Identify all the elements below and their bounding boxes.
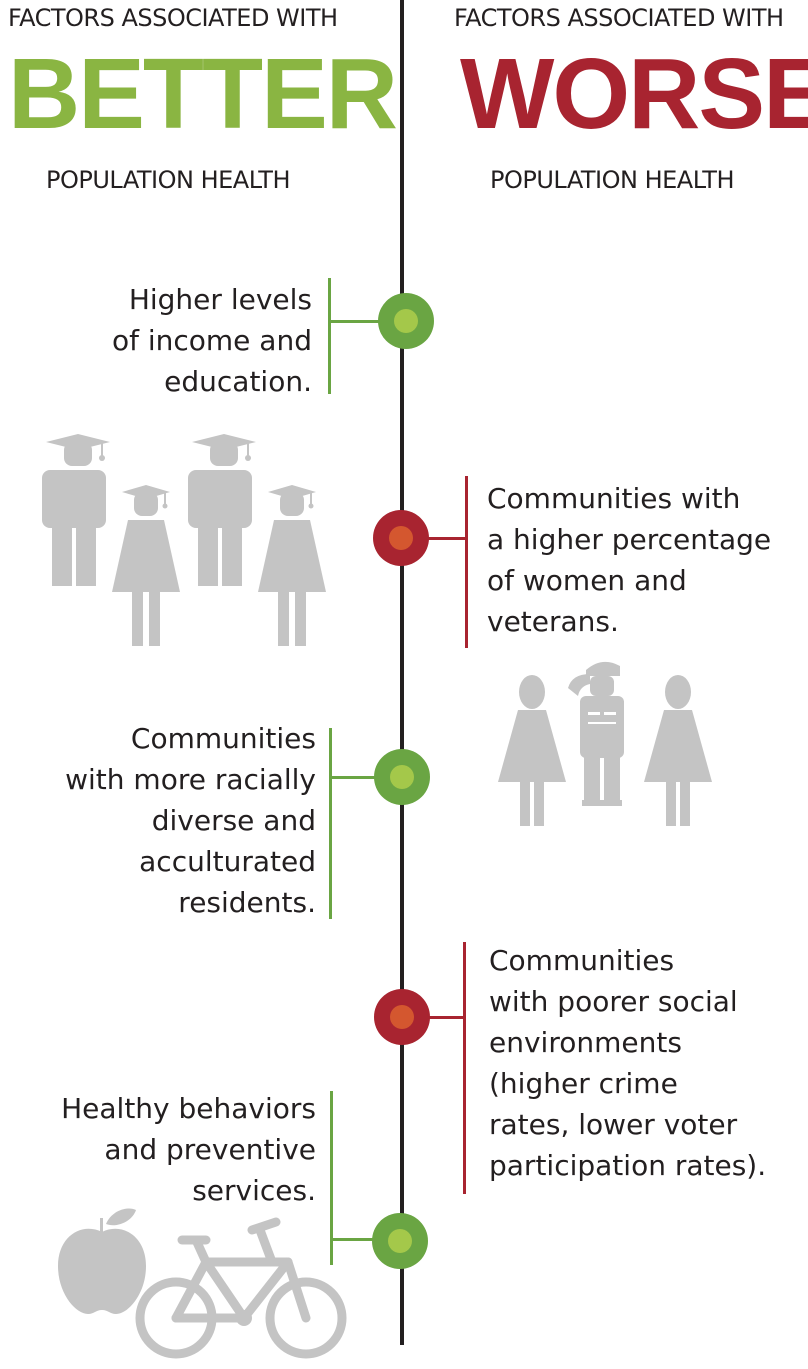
factor-4-line-3: environments (489, 1026, 682, 1059)
factor-1-line-2: of income and (111, 324, 312, 357)
factor-1-line-3: education. (164, 365, 312, 398)
factor-1-line-1: Higher levels (128, 283, 312, 316)
factor-4-worse-marker (374, 989, 430, 1045)
factor-2-line-4: veterans. (487, 605, 619, 638)
factor-5-line-2: and preventive (104, 1133, 316, 1166)
women-and-veteran-icon (498, 661, 712, 826)
factor-4-line-4: (higher crime (489, 1067, 678, 1100)
factor-4-connector (428, 1016, 466, 1019)
left-header-suffix: POPULATION HEALTH (46, 166, 291, 194)
factor-3-text: Communities with more racially diverse a… (65, 718, 316, 923)
factor-3-line-5: residents. (178, 886, 316, 919)
factor-2-bracket (465, 476, 468, 648)
factor-2-line-1: Communities with (487, 482, 741, 515)
factor-5-text: Healthy behaviors and preventive service… (61, 1088, 316, 1211)
factor-3-better-marker (374, 749, 430, 805)
factor-5-bracket (330, 1091, 333, 1265)
factor-2-connector (426, 537, 468, 540)
factor-3-bracket (329, 728, 332, 919)
factor-3-connector (329, 776, 379, 779)
factor-4-text: Communities with poorer social environme… (489, 940, 766, 1186)
factor-3-line-2: with more racially (65, 763, 316, 796)
factor-5-line-1: Healthy behaviors (61, 1092, 316, 1125)
factor-2-text: Communities with a higher percentage of … (487, 478, 771, 642)
factor-4-bracket (463, 942, 466, 1194)
factor-4-line-2: with poorer social (489, 985, 738, 1018)
timeline-axis (400, 0, 404, 1345)
factor-1-bracket (328, 278, 331, 394)
factor-4-line-6: participation rates). (489, 1149, 767, 1182)
factor-1-better-marker (378, 293, 434, 349)
left-header-keyword: BETTER (8, 38, 398, 150)
factor-4-line-1: Communities (489, 944, 675, 977)
factor-1-text: Higher levels of income and education. (112, 279, 312, 402)
factor-5-connector (330, 1238, 376, 1241)
right-header-suffix: POPULATION HEALTH (490, 166, 735, 194)
factor-2-worse-marker (373, 510, 429, 566)
factor-2-line-2: a higher percentage (487, 523, 772, 556)
right-header-prefix: FACTORS ASSOCIATED WITH (454, 4, 784, 32)
left-header-prefix: FACTORS ASSOCIATED WITH (8, 4, 338, 32)
factor-5-better-marker (372, 1213, 428, 1269)
factor-5-line-3: services. (192, 1174, 316, 1207)
apple-and-bicycle-icon (58, 1208, 347, 1359)
factor-2-line-3: of women and (487, 564, 687, 597)
right-header-keyword: WORSE (460, 38, 808, 150)
graduates-icon (42, 434, 326, 646)
factor-3-line-4: acculturated (139, 845, 316, 878)
factor-4-line-5: rates, lower voter (489, 1108, 738, 1141)
factor-1-connector (328, 320, 382, 323)
factor-3-line-3: diverse and (151, 804, 316, 837)
factor-3-line-1: Communities (130, 722, 316, 755)
